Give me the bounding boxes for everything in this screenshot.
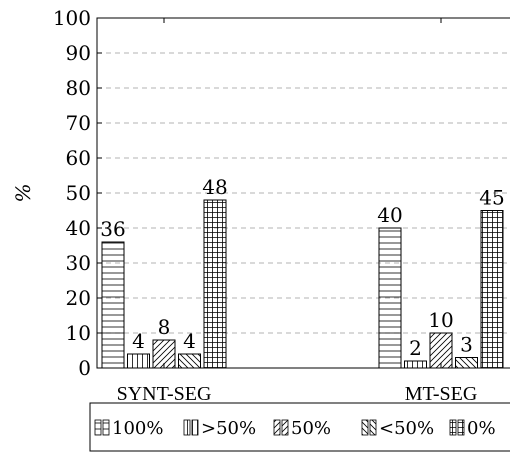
legend-label: 0% (467, 418, 496, 439)
data-label: 3 (460, 333, 473, 357)
bar (101, 241, 125, 369)
legend-label: >50% (201, 418, 256, 439)
y-tick-label: 60 (66, 146, 91, 170)
legend-swatch (94, 419, 102, 436)
data-label: 4 (132, 329, 145, 353)
y-tick-label: 10 (66, 321, 91, 345)
legend-entry: 0% (449, 418, 496, 439)
legend-swatch (361, 419, 369, 436)
legend-entry: >50% (183, 418, 256, 439)
legend-swatch (449, 419, 457, 436)
axis-ticks: 0 10 20 30 40 50 60 70 80 90 100 (53, 6, 442, 380)
legend-swatch (273, 419, 281, 436)
bar (127, 353, 150, 369)
category-labels: SYNT-SEG MT-SEG (117, 383, 478, 405)
legend-swatch (191, 419, 199, 436)
category-label: SYNT-SEG (117, 383, 212, 405)
bar (455, 357, 478, 369)
data-label: 10 (428, 308, 453, 332)
data-label: 48 (202, 175, 227, 199)
y-tick-label: 50 (66, 181, 91, 205)
bar (203, 199, 227, 369)
data-label: 45 (479, 186, 504, 210)
bar (404, 360, 427, 369)
y-tick-label: 100 (53, 6, 91, 30)
y-tick-label: 40 (66, 216, 91, 240)
y-tick-label: 20 (66, 286, 91, 310)
legend-entry: <50% (361, 418, 434, 439)
data-label: 40 (377, 203, 402, 227)
bar (378, 227, 402, 369)
y-tick-label: 0 (78, 356, 91, 380)
legend-box (89, 402, 510, 452)
legend-label: 50% (291, 418, 331, 439)
legend-entry: 100% (94, 418, 163, 439)
legend-swatch (183, 419, 191, 436)
bar (480, 210, 504, 369)
y-axis-label: % (11, 183, 35, 202)
bar (178, 353, 201, 369)
y-tick-label: 80 (66, 76, 91, 100)
legend-swatch (102, 419, 110, 436)
grid-lines (97, 52, 510, 334)
bars (101, 199, 504, 369)
legend-swatch (281, 419, 289, 436)
y-tick-label: 90 (66, 41, 91, 65)
data-label: 2 (409, 336, 422, 360)
category-label: MT-SEG (405, 383, 478, 405)
y-tick-label: 30 (66, 251, 91, 275)
legend-entry: 50% (273, 418, 331, 439)
data-label: 4 (183, 329, 196, 353)
bar (429, 332, 453, 369)
y-tick-label: 70 (66, 111, 91, 135)
legend: 100% >50% 50% <50% 0% (94, 418, 496, 439)
legend-label: 100% (112, 418, 163, 439)
legend-swatch (369, 419, 377, 436)
data-label: 36 (100, 217, 125, 241)
legend-label: <50% (379, 418, 434, 439)
data-label: 8 (158, 315, 171, 339)
legend-swatch (457, 419, 465, 436)
